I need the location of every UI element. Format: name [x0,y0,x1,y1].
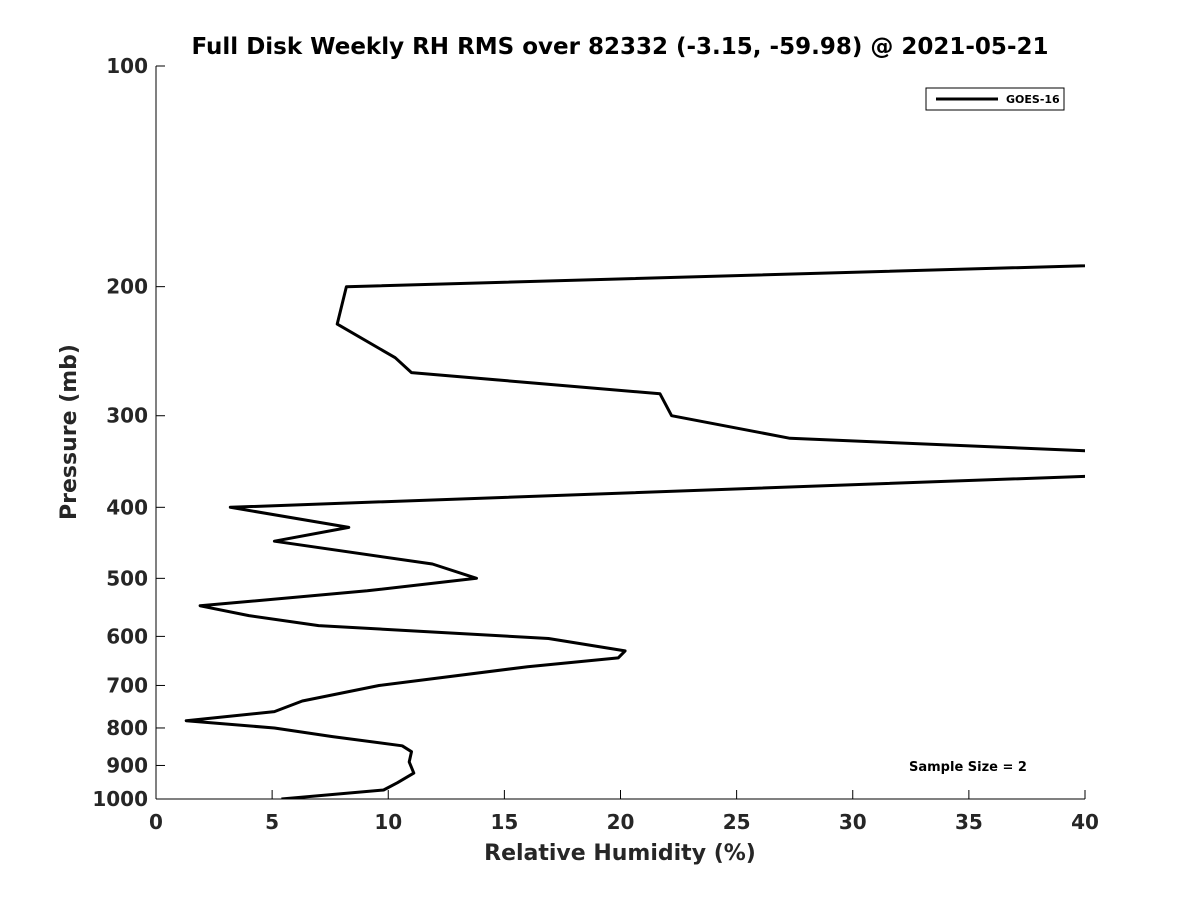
y-tick-label: 500 [106,566,148,590]
series-line-0 [184,264,1085,799]
x-tick-label: 20 [607,810,635,834]
series-layer [184,264,1085,799]
y-tick-label: 200 [106,275,148,299]
y-tick-label: 900 [106,753,148,777]
y-axis-label: Pressure (mb) [57,344,82,520]
y-tick-label: 800 [106,716,148,740]
x-axis-label: Relative Humidity (%) [484,841,756,866]
x-tick-label: 0 [149,810,163,834]
x-tick-label: 25 [723,810,751,834]
y-tick-label: 1000 [92,787,148,811]
legend: GOES-16 [925,87,1065,111]
x-tick-label: 10 [374,810,402,834]
y-tick-label: 300 [106,404,148,428]
chart-title: Full Disk Weekly RH RMS over 82332 (-3.1… [191,34,1048,60]
y-tick-label: 100 [106,54,148,78]
y-tick-label: 600 [106,624,148,648]
x-tick-label: 40 [1071,810,1099,834]
x-tick-label: 5 [265,810,279,834]
x-tick-label: 15 [490,810,518,834]
legend-label-goes-16: GOES-16 [1006,93,1060,106]
y-tick-label: 400 [106,495,148,519]
x-tick-label: 35 [955,810,983,834]
x-tick-label: 30 [839,810,867,834]
y-tick-label: 700 [106,673,148,697]
axes: 0 5 10 15 20 25 30 35 40 100 200 300 400 500 600 700 800… [92,54,1099,834]
sample-size-annotation: Sample Size = 2 [909,760,1027,775]
